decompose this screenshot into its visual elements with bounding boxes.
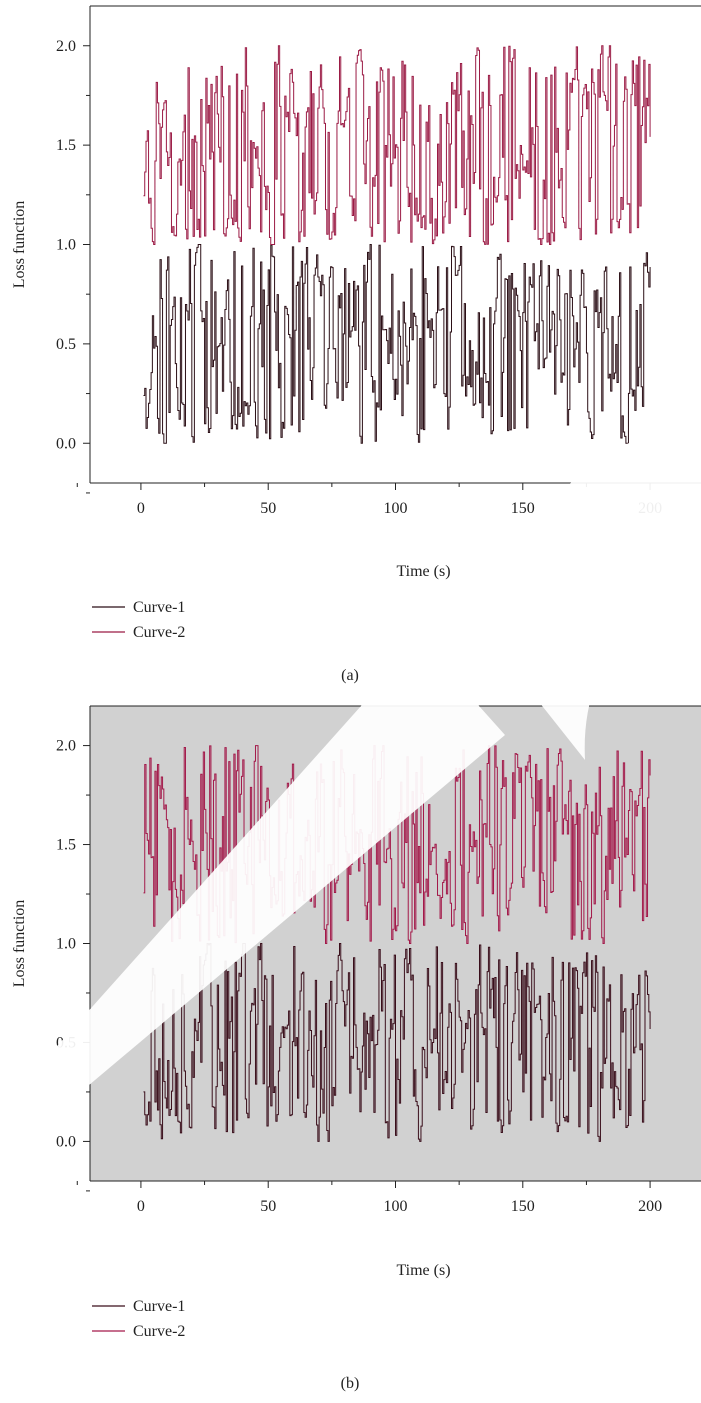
legend: Curve-1 Curve-2 xyxy=(92,1298,185,1340)
y-tick-label: 2.0 xyxy=(56,38,76,55)
x-axis-title: Time (s) xyxy=(396,563,450,580)
y-tick-label: 0.0 xyxy=(56,435,76,452)
series-line-1 xyxy=(143,943,651,1142)
panel-caption: (b) xyxy=(341,1375,360,1392)
watermark-stroke-left xyxy=(0,640,505,1160)
y-axis-title: Loss function xyxy=(11,201,28,289)
x-axis-title: Time (s) xyxy=(396,1262,450,1279)
legend-label: Curve-1 xyxy=(133,1298,185,1315)
x-tick-label: 200 xyxy=(638,1198,662,1215)
x-tick-label: 0 xyxy=(137,500,145,517)
watermark-arc xyxy=(490,428,701,760)
legend-label: Curve-1 xyxy=(133,599,185,616)
y-tick-label: 1.5 xyxy=(56,837,76,854)
y-tick-label: 1.5 xyxy=(56,137,76,154)
y-tick-label: 0.0 xyxy=(56,1133,76,1150)
y-tick-label: 1.0 xyxy=(56,936,76,953)
legend-label: Curve-2 xyxy=(133,624,185,641)
x-tick-label: 100 xyxy=(384,1198,408,1215)
plot-area xyxy=(90,6,701,483)
y-axis-title: Loss function xyxy=(11,900,28,988)
x-tick-label: 0 xyxy=(137,1198,145,1215)
legend: Curve-1 Curve-2 xyxy=(92,599,185,641)
series-line-1 xyxy=(143,244,651,444)
y-tick-label: 2.0 xyxy=(56,738,76,755)
y-tick-label: 0.5 xyxy=(56,336,76,353)
x-tick-label: 100 xyxy=(384,500,408,517)
x-tick-label: 50 xyxy=(260,1198,276,1215)
watermark xyxy=(0,428,701,1160)
series-line-2 xyxy=(143,45,651,245)
x-tick-label: 50 xyxy=(260,500,276,517)
x-tick-label: 150 xyxy=(511,1198,535,1215)
legend-label: Curve-2 xyxy=(133,1323,185,1340)
y-tick-label: 1.0 xyxy=(56,237,76,254)
panel-caption: (a) xyxy=(341,667,359,684)
x-tick-label: 150 xyxy=(511,500,535,517)
